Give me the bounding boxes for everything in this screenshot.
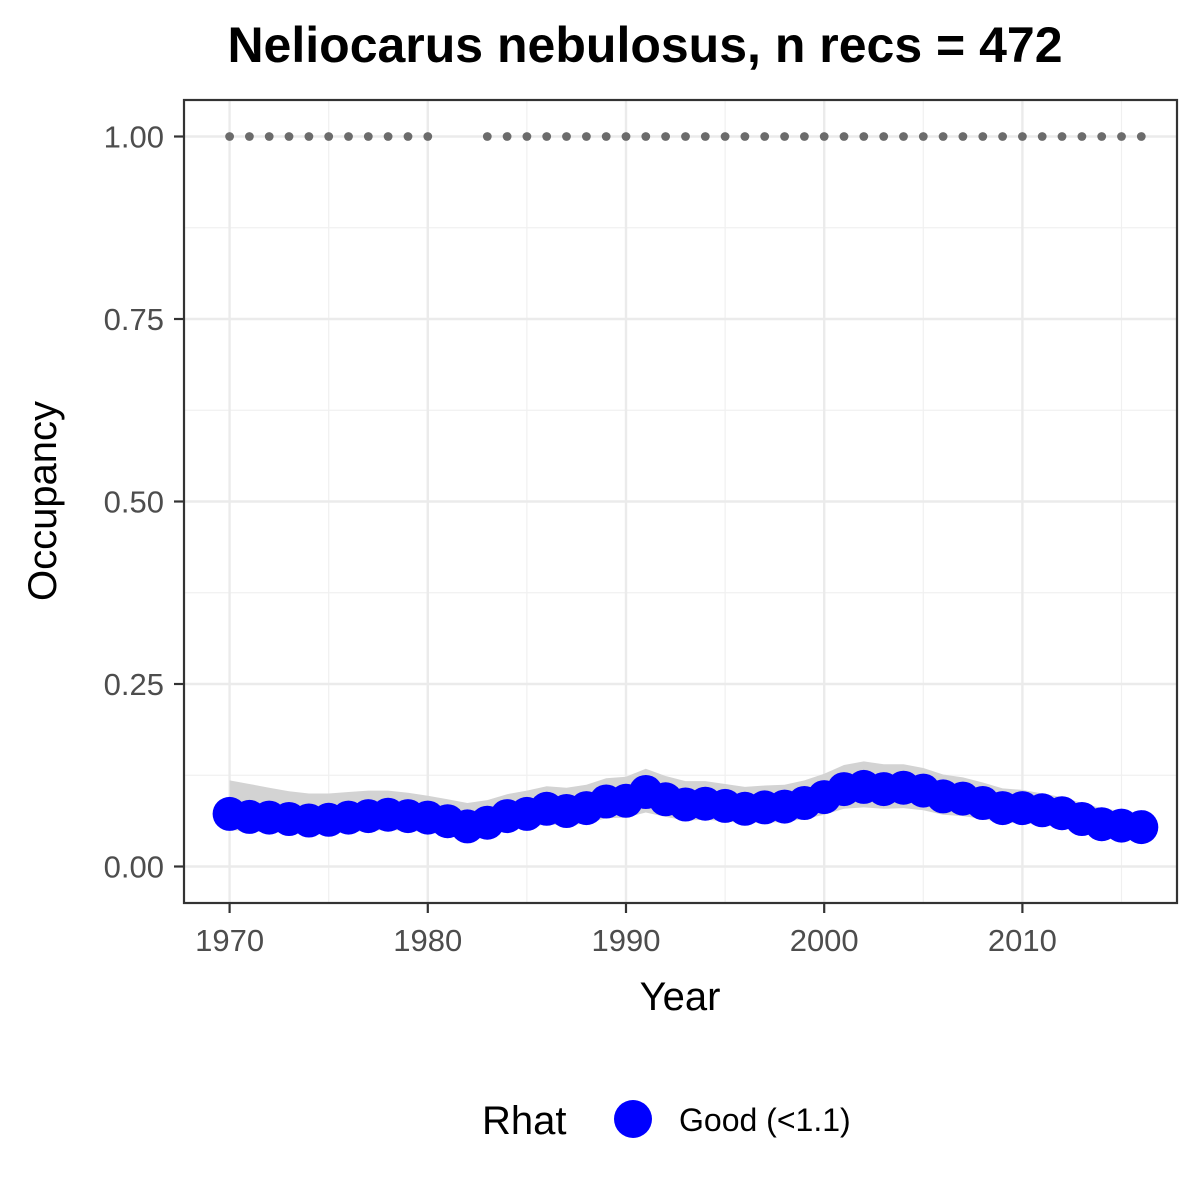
top-point [661,132,670,141]
data-point [1124,810,1159,845]
x-tick-label: 1990 [592,923,661,958]
legend-key-good [614,1100,652,1138]
top-point [899,132,908,141]
top-point [324,132,334,141]
y-tick-label: 1.00 [104,120,164,155]
top-point [225,132,235,141]
top-point [245,132,254,141]
top-point [800,132,809,141]
top-point [482,132,492,141]
top-point [383,132,393,141]
top-point [1057,132,1067,141]
top-point [958,132,968,141]
top-point [641,132,651,141]
x-tick-label: 2010 [988,923,1057,958]
y-axis: 0.00 0.25 0.50 0.75 1.00 [104,120,184,885]
top-points [225,132,1146,141]
legend-title: Rhat [482,1099,567,1143]
top-point [522,132,532,141]
y-tick-label: 0.00 [104,850,164,885]
x-axis: 1970 1980 1990 2000 2010 [195,903,1057,958]
top-point [423,132,433,141]
top-point [700,132,710,141]
top-point [1097,132,1107,141]
y-tick-label: 0.50 [104,485,164,520]
x-tick-label: 1980 [393,923,462,958]
y-tick-label: 0.75 [104,302,164,337]
top-point [363,132,373,141]
chart-title: Neliocarus nebulosus, n recs = 472 [227,17,1062,73]
top-point [938,132,948,141]
x-tick-label: 2000 [790,923,859,958]
top-point [760,132,770,141]
y-axis-title: Occupancy [21,401,65,601]
top-point [1037,132,1047,141]
top-point [918,132,928,141]
top-point [720,132,730,141]
top-point [879,132,889,141]
top-point [621,132,631,141]
top-point [859,132,869,141]
top-point [1117,132,1126,141]
legend: Rhat Good (<1.1) [482,1099,851,1143]
legend-label-good: Good (<1.1) [679,1102,851,1138]
top-point [264,132,274,141]
top-point [502,132,512,141]
series-points [212,769,1159,845]
y-tick-label: 0.25 [104,667,164,702]
top-point [562,132,571,141]
top-point [978,132,988,141]
x-tick-label: 1970 [195,923,264,958]
top-point [542,132,552,141]
top-point [601,132,611,141]
top-point [740,132,750,141]
top-point [998,132,1007,141]
top-point [304,132,314,141]
x-axis-title: Year [640,975,721,1019]
top-point [284,132,294,141]
top-point [839,132,849,141]
top-point [1018,132,1027,141]
top-point [819,132,829,141]
top-point [582,132,591,141]
top-point [403,132,413,141]
top-point [681,132,690,141]
top-point [344,132,353,141]
grid-lines [184,100,1177,903]
top-point [780,132,789,141]
top-point [1136,132,1146,141]
top-point [1077,132,1087,141]
